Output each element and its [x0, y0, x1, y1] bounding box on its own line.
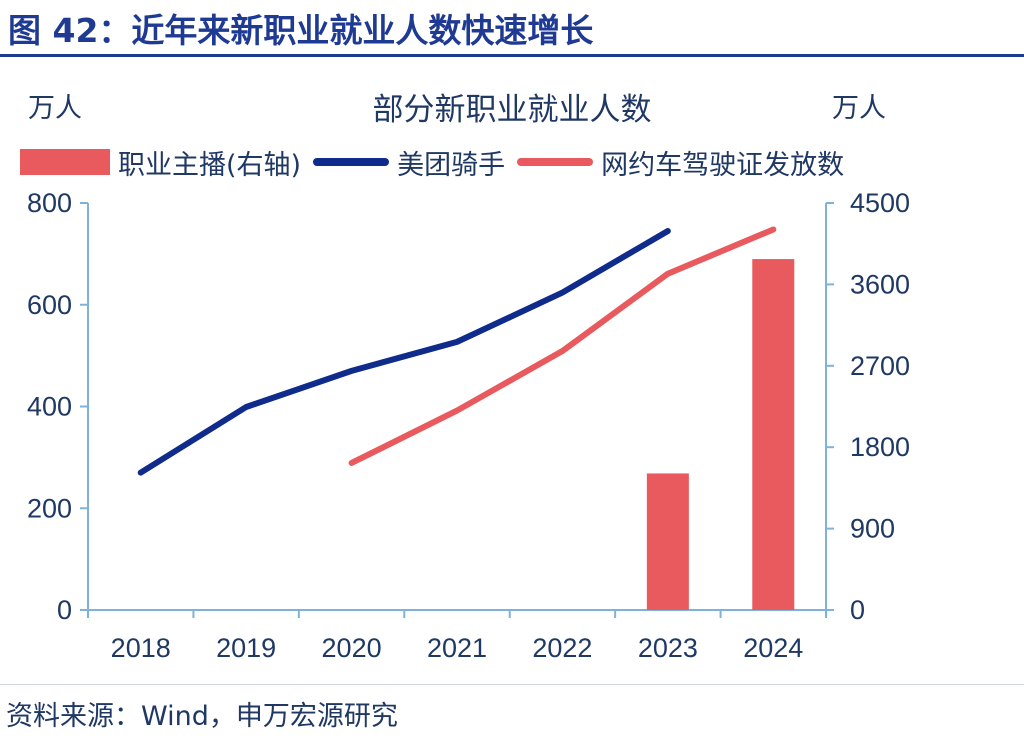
- legend-item-meituan: 美团骑手: [313, 143, 505, 182]
- chart-plot-area: 0 200 400 600 800 0 900 1800 2700 3600 4500 2018 201…: [27, 188, 910, 663]
- left-y-tick-label: 400: [27, 392, 72, 422]
- x-tick-label: 2024: [743, 633, 803, 663]
- left-axis-unit: 万人: [28, 93, 82, 124]
- bar-anchor: [752, 259, 795, 610]
- meituan-line: [137, 227, 671, 476]
- legend-item-anchor: 职业主播(右轴): [20, 143, 301, 182]
- left-y-tick-label: 800: [27, 188, 72, 218]
- legend-item-ride-hailing: 网约车驾驶证发放数: [517, 143, 844, 182]
- x-tick-label: 2020: [322, 633, 382, 663]
- x-tick-label: 2019: [216, 633, 276, 663]
- right-axis-unit: 万人: [832, 93, 886, 124]
- x-tick-label: 2023: [638, 633, 698, 663]
- right-y-tick-label: 3600: [850, 269, 910, 299]
- legend-swatch-ride-hailing: [517, 158, 594, 166]
- left-y-tick-label: 200: [27, 493, 72, 523]
- bar-anchor: [646, 473, 689, 610]
- legend-label-ride-hailing: 网约车驾驶证发放数: [601, 149, 845, 181]
- right-y-tick-label: 0: [850, 595, 865, 625]
- x-tick-label: 2021: [427, 633, 487, 663]
- chart-title: 部分新职业就业人数: [372, 92, 652, 128]
- source-note: 资料来源：Wind，申万宏源研究: [6, 701, 398, 732]
- right-y-tick-label: 2700: [850, 351, 910, 381]
- ride-hailing-line: [348, 226, 777, 466]
- right-y-tick-label: 1800: [850, 432, 910, 462]
- legend: 职业主播(右轴) 美团骑手 网约车驾驶证发放数: [20, 140, 856, 184]
- legend-label-meituan: 美团骑手: [397, 149, 506, 181]
- legend-swatch-anchor: [20, 149, 110, 175]
- right-y-tick-label: 4500: [850, 188, 910, 218]
- x-tick-label: 2018: [111, 633, 171, 663]
- x-tick-label: 2022: [532, 633, 592, 663]
- left-y-tick-label: 0: [57, 595, 72, 625]
- right-y-tick-label: 900: [850, 514, 895, 544]
- legend-swatch-meituan: [313, 158, 390, 166]
- left-y-tick-label: 600: [27, 290, 72, 320]
- source-separator: [0, 684, 1024, 685]
- title-underline: [0, 54, 1024, 57]
- legend-label-anchor: 职业主播(右轴): [118, 149, 302, 181]
- figure-title: 图 42：近年来新职业就业人数快速增长: [8, 11, 594, 50]
